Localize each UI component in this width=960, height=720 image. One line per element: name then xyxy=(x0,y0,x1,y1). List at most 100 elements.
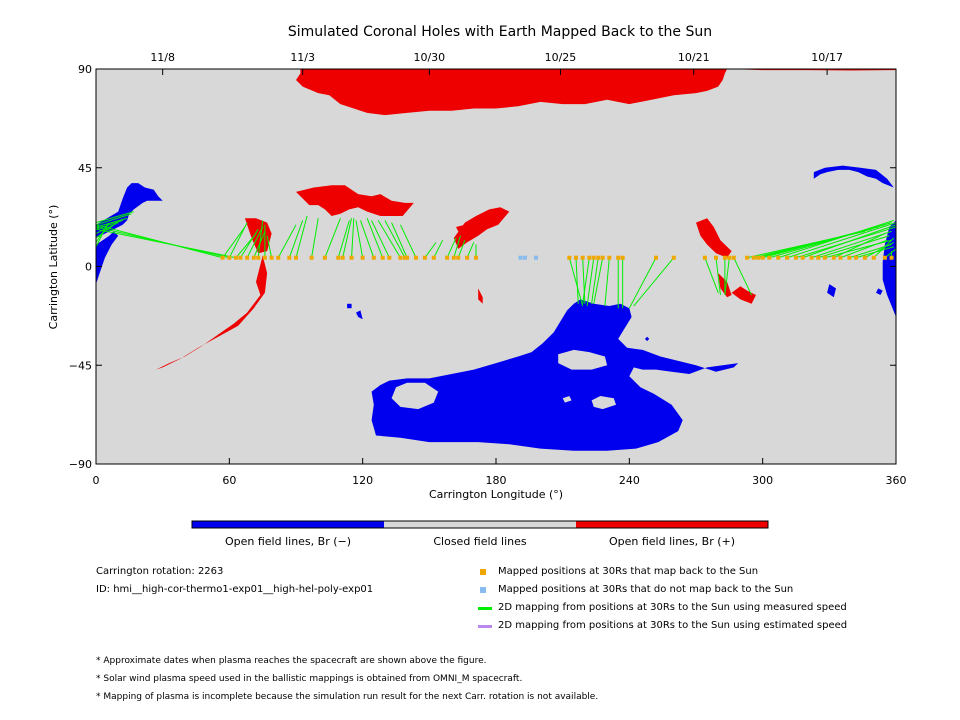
mapped-point xyxy=(831,255,836,260)
negative-region-northeast xyxy=(813,165,894,188)
positive-regions xyxy=(156,69,896,370)
y-tick-label: −45 xyxy=(69,359,92,372)
mapped-point xyxy=(422,255,427,260)
footnote-dates: * Approximate dates when plasma reaches … xyxy=(96,656,487,666)
x-axis: 0 60 120 180 240 300 360 xyxy=(93,458,907,487)
mapping-line xyxy=(873,237,895,259)
negative-region-left-upper xyxy=(96,183,163,238)
legend-label: Mapped positions at 30Rs that map back t… xyxy=(498,566,759,577)
mapping-line xyxy=(295,215,308,258)
mapping-line xyxy=(288,220,304,258)
x-tick-label: 60 xyxy=(222,474,236,487)
mapping-line xyxy=(466,242,475,258)
mapping-line xyxy=(351,218,355,258)
positive-region-mid-patch xyxy=(453,207,510,249)
x-tick-label: 360 xyxy=(886,474,907,487)
mapping-line xyxy=(424,242,437,259)
mapping-line xyxy=(802,224,897,259)
mapping-line xyxy=(266,235,273,258)
negative-region-south-hole xyxy=(371,299,739,451)
y-axis: −90 −45 0 45 90 xyxy=(69,63,896,471)
mapped-point xyxy=(309,255,314,260)
mapping-line xyxy=(778,219,894,259)
mapped-point xyxy=(862,255,867,260)
mapping-line xyxy=(391,222,408,258)
mapping-line xyxy=(95,211,134,224)
unmapped-point xyxy=(518,255,523,260)
date-axis: 11/8 11/3 10/30 10/25 10/21 10/17 xyxy=(150,51,843,75)
mapping-line xyxy=(359,220,375,258)
colorbar-segment xyxy=(192,521,384,528)
mapping-line xyxy=(453,235,461,258)
mapping-line xyxy=(246,226,264,258)
mapping-line xyxy=(240,228,259,258)
legend-label: Mapped positions at 30Rs that do not map… xyxy=(498,584,794,595)
x-tick-label: 120 xyxy=(352,474,373,487)
mapped-point xyxy=(591,255,596,260)
y-tick-label: 45 xyxy=(78,162,92,175)
date-tick-label: 10/17 xyxy=(811,51,843,64)
negative-region-speck-114 xyxy=(347,303,352,309)
mapped-point xyxy=(785,255,790,260)
mapping-line xyxy=(371,220,390,258)
mapped-point xyxy=(889,255,894,260)
mapped-point xyxy=(451,255,456,260)
mapping-line xyxy=(715,257,721,296)
chart-title: Simulated Coronal Holes with Earth Mappe… xyxy=(288,24,712,40)
negative-region-right-edge xyxy=(882,220,896,317)
positive-region-patch-293 xyxy=(731,286,756,304)
mapping-line xyxy=(355,220,364,258)
carrington-rotation: Carrington rotation: 2263 xyxy=(96,566,224,577)
mapped-point xyxy=(238,255,243,260)
mapped-point xyxy=(360,255,365,260)
mapped-point xyxy=(336,255,341,260)
negative-region-speck-354 xyxy=(876,288,883,295)
mapped-point xyxy=(414,255,418,260)
date-tick-label: 10/30 xyxy=(413,51,445,64)
mapped-point xyxy=(756,255,761,260)
plot-area xyxy=(95,68,897,465)
mapped-point xyxy=(671,255,676,260)
mapped-point xyxy=(731,255,736,260)
mapped-point xyxy=(227,255,232,260)
mapping-line xyxy=(633,257,675,307)
mapped-point xyxy=(322,255,327,260)
closed-island-small xyxy=(591,396,616,410)
estimated-line-icon xyxy=(478,625,492,628)
mapped-point xyxy=(727,255,732,260)
colorbar-frame xyxy=(191,520,769,529)
y-tick-label: 90 xyxy=(78,63,92,76)
mapped-point xyxy=(567,255,572,260)
mapped-point xyxy=(371,255,376,260)
mapped-point xyxy=(234,255,238,260)
mapped-points xyxy=(220,255,894,260)
mapped-point xyxy=(809,255,814,260)
mapping-line xyxy=(228,222,248,258)
mapped-point xyxy=(574,255,578,260)
mapping-line xyxy=(95,219,123,230)
closed-island-west xyxy=(391,382,439,410)
mapped-point xyxy=(822,255,827,260)
mapped-point xyxy=(702,255,707,260)
mapped-point xyxy=(654,255,658,260)
positive-region-north-cap xyxy=(296,69,728,116)
mapped-point xyxy=(276,255,281,260)
mapping-line xyxy=(222,226,246,259)
mapping-line xyxy=(384,220,406,258)
mapped-point xyxy=(398,255,403,260)
colorbar-label: Closed field lines xyxy=(433,535,527,548)
mapped-point xyxy=(847,255,852,260)
mapping-line xyxy=(324,218,341,258)
mapping-line xyxy=(377,220,401,258)
unmapped-point xyxy=(534,255,538,260)
legend-label: 2D mapping from positions at 30Rs to the… xyxy=(498,602,847,613)
footnote-speed: * Solar wind plasma speed used in the ba… xyxy=(96,674,523,684)
mapping-line xyxy=(446,237,457,258)
mapped-point xyxy=(445,255,450,260)
mapping-line xyxy=(628,257,657,309)
mapping-line xyxy=(95,217,128,228)
mapping-line xyxy=(769,222,892,259)
legend-label: 2D mapping from positions at 30Rs to the… xyxy=(498,620,848,631)
mapping-line xyxy=(342,218,353,258)
